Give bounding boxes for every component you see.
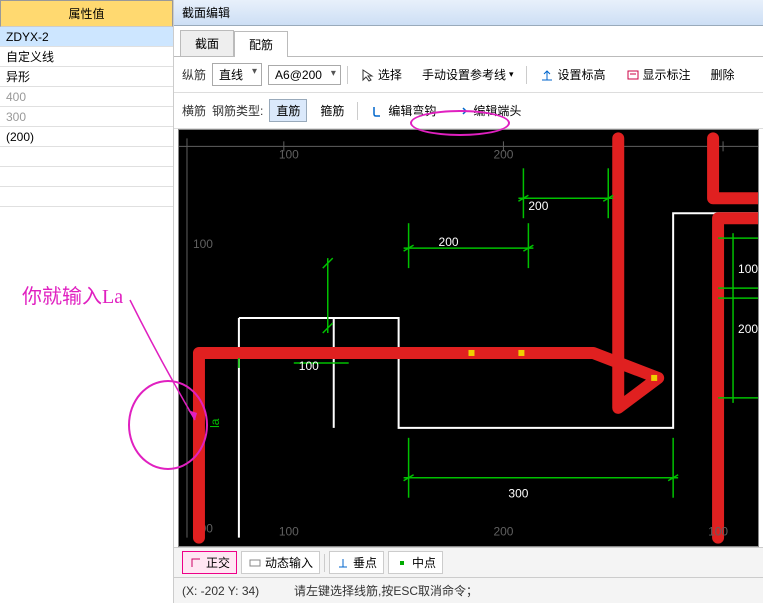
tab-rebar[interactable]: 配筋	[234, 31, 288, 57]
property-row[interactable]	[0, 147, 173, 167]
drawing-canvas[interactable]: 100 200 100 100	[178, 129, 759, 547]
select-linetype[interactable]: 直线	[212, 63, 262, 86]
status-bar: (X: -202 Y: 34) 请左键选择线筋,按ESC取消命令；	[174, 577, 763, 603]
tab-bar: 截面 配筋	[174, 26, 763, 57]
la-label: la	[208, 418, 222, 428]
ruler-label: 200	[493, 525, 513, 539]
ruler-label: 200	[493, 147, 513, 161]
separator	[526, 66, 527, 84]
separator	[347, 66, 348, 84]
dim-text: 300	[508, 487, 528, 501]
property-row[interactable]: 400	[0, 87, 173, 107]
annotation-icon	[626, 68, 640, 82]
show-annotation-label: 显示标注	[643, 66, 691, 83]
perp-label: 垂点	[353, 554, 377, 571]
edit-end-button[interactable]: 编辑端头	[449, 99, 528, 122]
manual-refline-button[interactable]: 手动设置参考线 ▾	[415, 63, 521, 86]
property-row[interactable]	[0, 187, 173, 207]
stirrup-button[interactable]: 箍筋	[313, 99, 351, 122]
canvas-svg: 100 200 100 100	[179, 130, 758, 546]
property-row[interactable]: 异形	[0, 67, 173, 87]
midpoint-label: 中点	[412, 554, 436, 571]
panel-title: 截面编辑	[174, 0, 763, 26]
midpoint-icon	[395, 556, 409, 570]
ruler-label: 100	[279, 525, 299, 539]
show-annotation-button[interactable]: 显示标注	[619, 63, 698, 86]
perp-button[interactable]: 垂点	[329, 551, 384, 574]
properties-header: 属性值	[0, 0, 173, 27]
property-row[interactable]: ZDYX-2	[0, 27, 173, 47]
hook-icon	[371, 104, 385, 118]
end-icon	[456, 104, 470, 118]
edit-hook-button[interactable]: 编辑弯钩	[364, 99, 443, 122]
property-row[interactable]: 自定义线	[0, 47, 173, 67]
dim-text: 200	[439, 235, 459, 249]
property-row[interactable]: (200)	[0, 127, 173, 147]
label-zongjin: 纵筋	[182, 66, 206, 83]
editor-panel: 截面编辑 截面 配筋 纵筋 直线 A6@200 选择 手动设置参考线 ▾ 设置标…	[174, 0, 763, 603]
snap-toolbar: 正交 动态输入 垂点 中点	[174, 547, 763, 577]
ruler-label: 100	[279, 147, 299, 161]
elevation-icon	[540, 68, 554, 82]
dim-text: 200	[528, 199, 548, 213]
dropdown-icon: ▾	[509, 69, 514, 80]
dyn-label: 动态输入	[265, 554, 313, 571]
ruler-label: 100	[708, 525, 728, 539]
tab-section[interactable]: 截面	[180, 30, 234, 56]
ortho-icon	[189, 556, 203, 570]
ruler-label: 100	[193, 237, 213, 251]
manual-refline-label: 手动设置参考线	[422, 66, 506, 83]
delete-label: 删除	[711, 66, 735, 83]
set-elevation-label: 设置标高	[557, 66, 605, 83]
toolbar-secondary: 横筋 钢筋类型: 直筋 箍筋 编辑弯钩 编辑端头	[174, 93, 763, 129]
separator	[324, 554, 325, 572]
select-label: 选择	[378, 66, 402, 83]
select-spec[interactable]: A6@200	[268, 65, 341, 85]
status-hint: 请左键选择线筋,按ESC取消命令；	[294, 582, 478, 599]
edit-hook-label: 编辑弯钩	[388, 102, 436, 119]
label-type: 钢筋类型:	[212, 102, 263, 119]
delete-button[interactable]: 删除	[704, 63, 742, 86]
coord-readout: (X: -202 Y: 34)	[182, 584, 282, 598]
dyn-icon	[248, 556, 262, 570]
label-hengjin: 横筋	[182, 102, 206, 119]
dyninput-button[interactable]: 动态输入	[241, 551, 320, 574]
separator	[357, 102, 358, 120]
edit-end-label: 编辑端头	[473, 102, 521, 119]
set-elevation-button[interactable]: 设置标高	[533, 63, 612, 86]
select-button[interactable]: 选择	[354, 63, 409, 86]
property-row[interactable]: 300	[0, 107, 173, 127]
midpoint-button[interactable]: 中点	[388, 551, 443, 574]
ortho-button[interactable]: 正交	[182, 551, 237, 574]
dim-text: 100	[299, 359, 319, 373]
cursor-icon	[361, 68, 375, 82]
property-row[interactable]	[0, 167, 173, 187]
toolbar-primary: 纵筋 直线 A6@200 选择 手动设置参考线 ▾ 设置标高 显示标注 删除	[174, 57, 763, 93]
perp-icon	[336, 556, 350, 570]
straight-rebar-button[interactable]: 直筋	[269, 99, 307, 122]
dim-text: 200	[738, 322, 758, 336]
properties-panel: 属性值 ZDYX-2 自定义线 异形 400 300 (200)	[0, 0, 174, 603]
ortho-label: 正交	[206, 554, 230, 571]
dim-text: 100	[738, 262, 758, 276]
